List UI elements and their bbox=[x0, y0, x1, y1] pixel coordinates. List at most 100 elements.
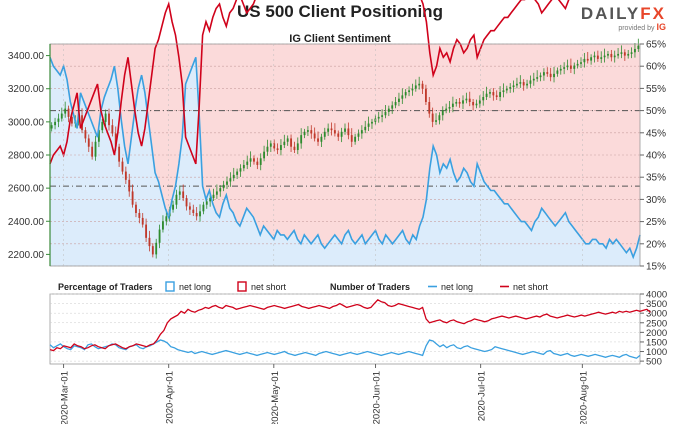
legend-item: net long bbox=[179, 282, 211, 292]
candle-body bbox=[91, 146, 94, 157]
candle-body bbox=[259, 158, 262, 165]
candle-body bbox=[337, 133, 340, 137]
candle-body bbox=[226, 181, 228, 185]
candle-body bbox=[138, 212, 141, 218]
candle-body bbox=[472, 101, 475, 106]
candle-body bbox=[596, 55, 599, 59]
candle-body bbox=[273, 143, 276, 149]
candle-body bbox=[70, 116, 73, 124]
candle-body bbox=[276, 148, 279, 151]
x-tick-label: 2020-Apr-01 bbox=[165, 371, 176, 424]
right-tick-label: 50% bbox=[646, 106, 666, 117]
candle-body bbox=[586, 58, 589, 61]
right-tick-label: 60% bbox=[646, 62, 666, 73]
candle-body bbox=[172, 204, 174, 210]
candle-body bbox=[350, 135, 353, 142]
candle-body bbox=[165, 216, 168, 222]
candle-body bbox=[553, 73, 555, 78]
candle-body bbox=[600, 57, 603, 59]
candle-body bbox=[391, 105, 394, 109]
candle-body bbox=[296, 143, 299, 151]
candle-body bbox=[185, 198, 188, 207]
candle-body bbox=[489, 92, 491, 94]
right-tick-label: 25% bbox=[646, 217, 666, 228]
candle-body bbox=[151, 246, 154, 255]
candle-body bbox=[465, 98, 468, 101]
series-line-net-short bbox=[49, 0, 570, 165]
candle-body bbox=[344, 128, 346, 132]
candle-body bbox=[455, 101, 458, 104]
legend-item: net short bbox=[251, 282, 287, 292]
candle-body bbox=[522, 82, 525, 86]
candle-body bbox=[377, 116, 380, 119]
candle-body bbox=[215, 191, 218, 195]
candle-body bbox=[54, 121, 56, 126]
candle-body bbox=[623, 52, 626, 56]
candle-body bbox=[387, 108, 390, 112]
candle-body bbox=[357, 133, 360, 137]
legend-group-label: Percentage of Traders bbox=[58, 282, 153, 292]
x-tick-label: 2020-Mar-01 bbox=[60, 371, 71, 424]
candle-body bbox=[232, 174, 235, 179]
candle-body bbox=[448, 106, 451, 109]
candle-body bbox=[333, 130, 336, 134]
candle-body bbox=[64, 108, 67, 114]
candle-body bbox=[428, 101, 431, 114]
right-tick-label: 1500 bbox=[646, 337, 667, 348]
candle-body bbox=[97, 130, 100, 142]
candle-body bbox=[566, 65, 569, 68]
candle-body bbox=[458, 101, 461, 104]
candle-body bbox=[627, 53, 630, 56]
candle-body bbox=[401, 95, 404, 99]
candle-body bbox=[145, 224, 148, 238]
left-tick-label: 2400.00 bbox=[8, 217, 45, 228]
left-tick-label: 3200.00 bbox=[8, 84, 45, 95]
candle-body bbox=[242, 164, 245, 169]
candle-body bbox=[162, 221, 164, 230]
bottom-panel: Percentage of Traders net long net short Nu… bbox=[49, 281, 667, 368]
x-tick-label: 2020-May-01 bbox=[270, 371, 281, 424]
candle-body bbox=[367, 123, 370, 127]
candle-body bbox=[360, 130, 363, 134]
candle-body bbox=[323, 131, 326, 137]
candle-body bbox=[310, 130, 313, 134]
candle-body bbox=[128, 179, 131, 192]
candle-body bbox=[306, 130, 309, 132]
candle-body bbox=[124, 171, 127, 180]
candle-body bbox=[617, 53, 620, 56]
logo-daily: DAILY bbox=[580, 4, 641, 23]
candle-body bbox=[67, 108, 70, 117]
candle-body bbox=[475, 103, 478, 106]
left-tick-label: 2600.00 bbox=[8, 184, 45, 195]
candle-body bbox=[320, 136, 323, 142]
candle-body bbox=[519, 82, 522, 84]
series-line-net-short bbox=[49, 298, 651, 352]
candle-body bbox=[536, 77, 539, 79]
candle-body bbox=[542, 72, 545, 76]
candle-body bbox=[303, 131, 306, 136]
right-tick-label: 40% bbox=[646, 151, 666, 162]
candle-body bbox=[499, 92, 502, 98]
candle-body bbox=[441, 110, 444, 116]
candle-body bbox=[229, 178, 232, 182]
candle-body bbox=[188, 206, 191, 210]
candle-body bbox=[108, 113, 110, 126]
candle-body bbox=[222, 184, 225, 189]
candle-body bbox=[192, 209, 195, 213]
candle-body bbox=[293, 146, 296, 151]
candle-body bbox=[266, 146, 269, 152]
candle-body bbox=[290, 138, 292, 147]
candle-body bbox=[462, 100, 464, 104]
candle-body bbox=[141, 217, 144, 225]
candle-body bbox=[253, 158, 255, 162]
candle-body bbox=[610, 53, 613, 58]
right-tick-label: 2500 bbox=[646, 318, 667, 329]
candle-body bbox=[313, 133, 316, 139]
candle-body bbox=[182, 191, 185, 199]
right-tick-label: 15% bbox=[646, 262, 666, 273]
left-tick-label: 3400.00 bbox=[8, 51, 45, 62]
right-tick-label: 500 bbox=[646, 357, 662, 368]
candle-body bbox=[381, 115, 384, 117]
candle-body bbox=[269, 143, 272, 147]
right-tick-label: 3000 bbox=[646, 309, 667, 320]
